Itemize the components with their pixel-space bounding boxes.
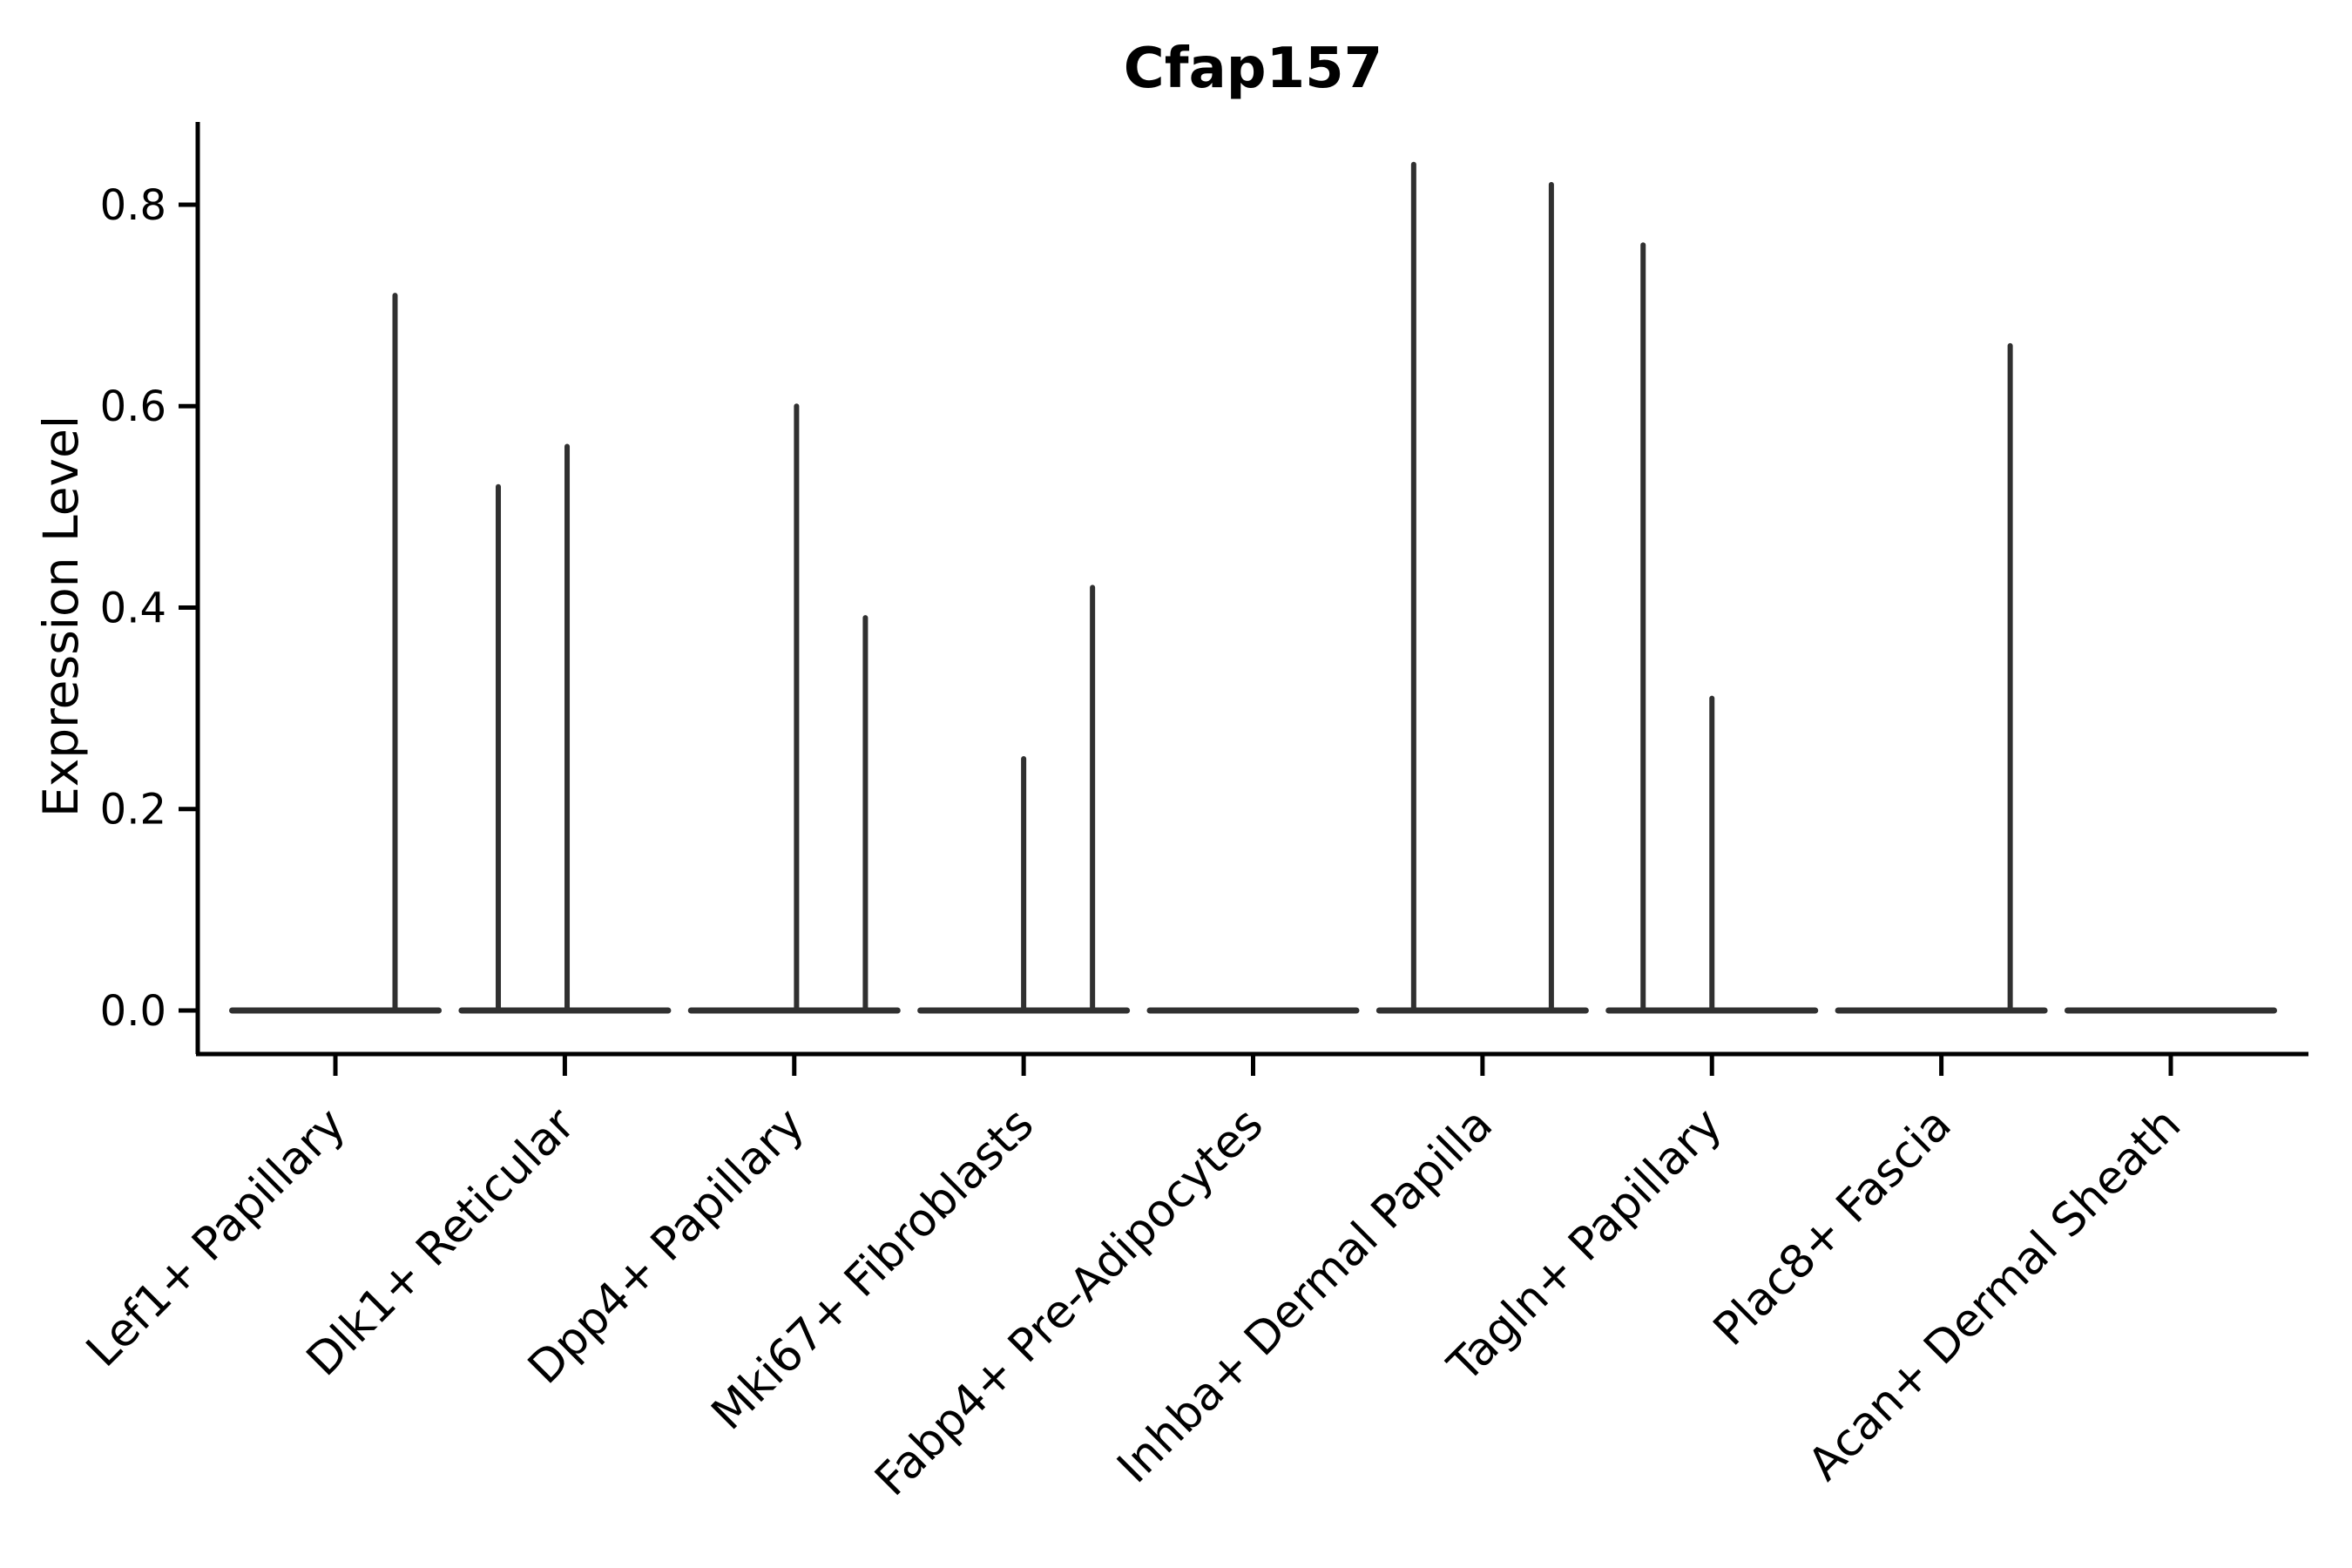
y-tick-label: 0.6 bbox=[100, 382, 166, 431]
y-tick-label: 0.4 bbox=[100, 584, 166, 632]
x-tick-label: Fabp4+ Pre-Adipocytes bbox=[865, 1098, 1273, 1506]
x-tick-label: Inhba+ Dermal Papilla bbox=[1108, 1098, 1503, 1493]
y-tick-label: 0.8 bbox=[100, 181, 166, 230]
plot-title: Cfap157 bbox=[1123, 37, 1383, 101]
y-tick-label: 0.2 bbox=[100, 786, 166, 835]
y-tick-label: 0.0 bbox=[100, 987, 166, 1036]
x-tick-label: Plac8+ Fascia bbox=[1704, 1098, 1962, 1356]
x-tick-label: Acan+ Dermal Sheath bbox=[1799, 1098, 2192, 1491]
